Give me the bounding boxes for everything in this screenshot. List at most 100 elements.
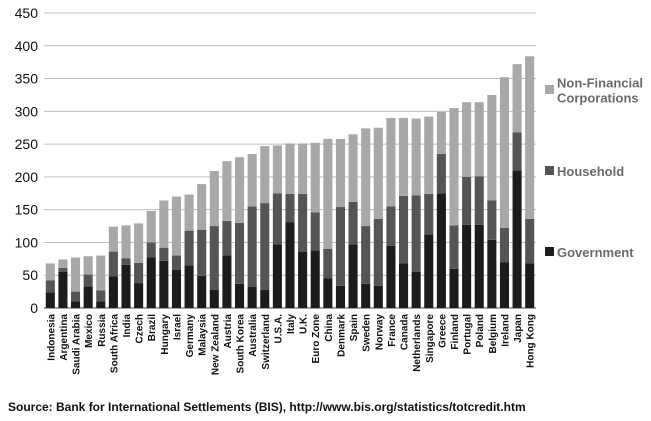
bar-household	[247, 206, 257, 288]
bar-non-financial-corporations	[134, 223, 144, 263]
x-category-label: Poland	[475, 314, 486, 347]
x-category-label: Indonesia	[46, 314, 57, 361]
bar-household	[197, 229, 207, 276]
bar-government	[285, 222, 295, 308]
bar-government	[310, 250, 320, 308]
bar-government	[260, 289, 270, 308]
bar-household	[398, 195, 409, 264]
bar-government	[83, 286, 93, 308]
bar-non-financial-corporations	[45, 263, 55, 281]
bar-non-financial-corporations	[247, 153, 257, 207]
bar-government	[398, 263, 409, 308]
x-category-label: Saudi Arabia	[72, 314, 83, 375]
bar-non-financial-corporations	[171, 196, 182, 256]
bar-government	[108, 276, 118, 308]
x-category-label: Australia	[248, 314, 259, 357]
bar-household	[499, 228, 510, 263]
bar-government	[361, 283, 371, 308]
bar-government	[58, 271, 68, 308]
x-category-label: Netherlands	[412, 314, 423, 372]
bar-household	[58, 268, 68, 272]
bar-government	[499, 262, 510, 308]
bar-non-financial-corporations	[285, 143, 295, 194]
bar-non-financial-corporations	[348, 134, 358, 202]
bar-non-financial-corporations	[260, 146, 270, 204]
x-category-label: Austria	[223, 314, 234, 349]
x-category-label: Spain	[349, 314, 360, 341]
x-category-label: Denmark	[336, 314, 347, 357]
bar-government	[348, 244, 358, 308]
legend-label: Government	[557, 245, 634, 260]
bar-non-financial-corporations	[512, 64, 522, 133]
bar-government	[512, 170, 522, 308]
bar-household	[121, 258, 131, 265]
y-tick-label: 400	[15, 38, 39, 54]
bar-household	[310, 212, 320, 251]
x-category-label: Germany	[185, 314, 196, 358]
bar-government	[209, 289, 219, 308]
legend-swatch	[545, 166, 554, 175]
bar-non-financial-corporations	[361, 128, 371, 227]
x-category-label: U.K.	[299, 314, 310, 334]
bar-government	[474, 224, 484, 308]
bar-household	[272, 193, 282, 245]
y-tick-label: 250	[15, 136, 39, 152]
x-category-label: China	[324, 314, 335, 342]
y-axis-tick-labels: 0 50 100 150 200 250 300 350 400 450	[15, 5, 39, 316]
bar-non-financial-corporations	[323, 138, 333, 249]
bar-household	[70, 291, 81, 302]
bar-household	[159, 247, 169, 261]
bar-household	[184, 230, 194, 266]
bar-household	[525, 218, 535, 264]
x-category-label: Mexico	[84, 314, 95, 348]
bar-household	[108, 251, 118, 277]
bar-government	[159, 260, 169, 308]
bar-household	[285, 193, 295, 223]
legend-swatch	[545, 247, 554, 256]
x-category-label: Czech	[135, 314, 146, 343]
bar-government	[436, 193, 446, 308]
y-tick-label: 0	[30, 300, 38, 316]
bar-non-financial-corporations	[58, 259, 68, 269]
y-tick-label: 200	[15, 169, 39, 185]
y-tick-label: 50	[22, 267, 38, 283]
legend: Government Household Non-FinancialCorporat…	[545, 76, 643, 260]
bar-household	[449, 225, 459, 269]
bars	[45, 56, 535, 308]
x-category-label: Brazil	[147, 314, 158, 341]
bar-government	[525, 263, 535, 308]
bar-government	[487, 239, 497, 308]
bar-government	[121, 264, 131, 308]
bar-government	[411, 271, 421, 308]
x-category-label: Finland	[450, 314, 461, 350]
bar-non-financial-corporations	[234, 157, 245, 223]
bar-household	[411, 195, 421, 272]
bar-non-financial-corporations	[487, 94, 497, 201]
bar-household	[134, 262, 144, 284]
bar-household	[348, 201, 358, 245]
bar-government	[247, 287, 257, 308]
bar-household	[222, 220, 232, 256]
bar-non-financial-corporations	[525, 56, 535, 219]
x-category-label: Argentina	[59, 314, 70, 361]
x-category-label: Switzerland	[261, 314, 272, 370]
bar-non-financial-corporations	[121, 225, 131, 259]
bar-household	[436, 153, 446, 194]
x-category-label: France	[387, 314, 398, 347]
bar-non-financial-corporations	[159, 200, 169, 248]
bar-government	[272, 244, 282, 308]
x-category-label: Hong Kong	[526, 314, 537, 368]
legend-label: Non-Financial	[557, 76, 643, 91]
x-category-label: Canada	[400, 314, 411, 351]
bar-non-financial-corporations	[146, 210, 156, 243]
bar-non-financial-corporations	[424, 116, 434, 194]
y-tick-label: 300	[15, 103, 39, 119]
y-tick-label: 100	[15, 234, 39, 250]
bar-government	[373, 285, 383, 308]
bar-non-financial-corporations	[70, 257, 81, 292]
bar-household	[424, 193, 434, 235]
bar-household	[512, 132, 522, 171]
x-category-label: South Africa	[109, 314, 120, 374]
bar-household	[234, 222, 245, 284]
